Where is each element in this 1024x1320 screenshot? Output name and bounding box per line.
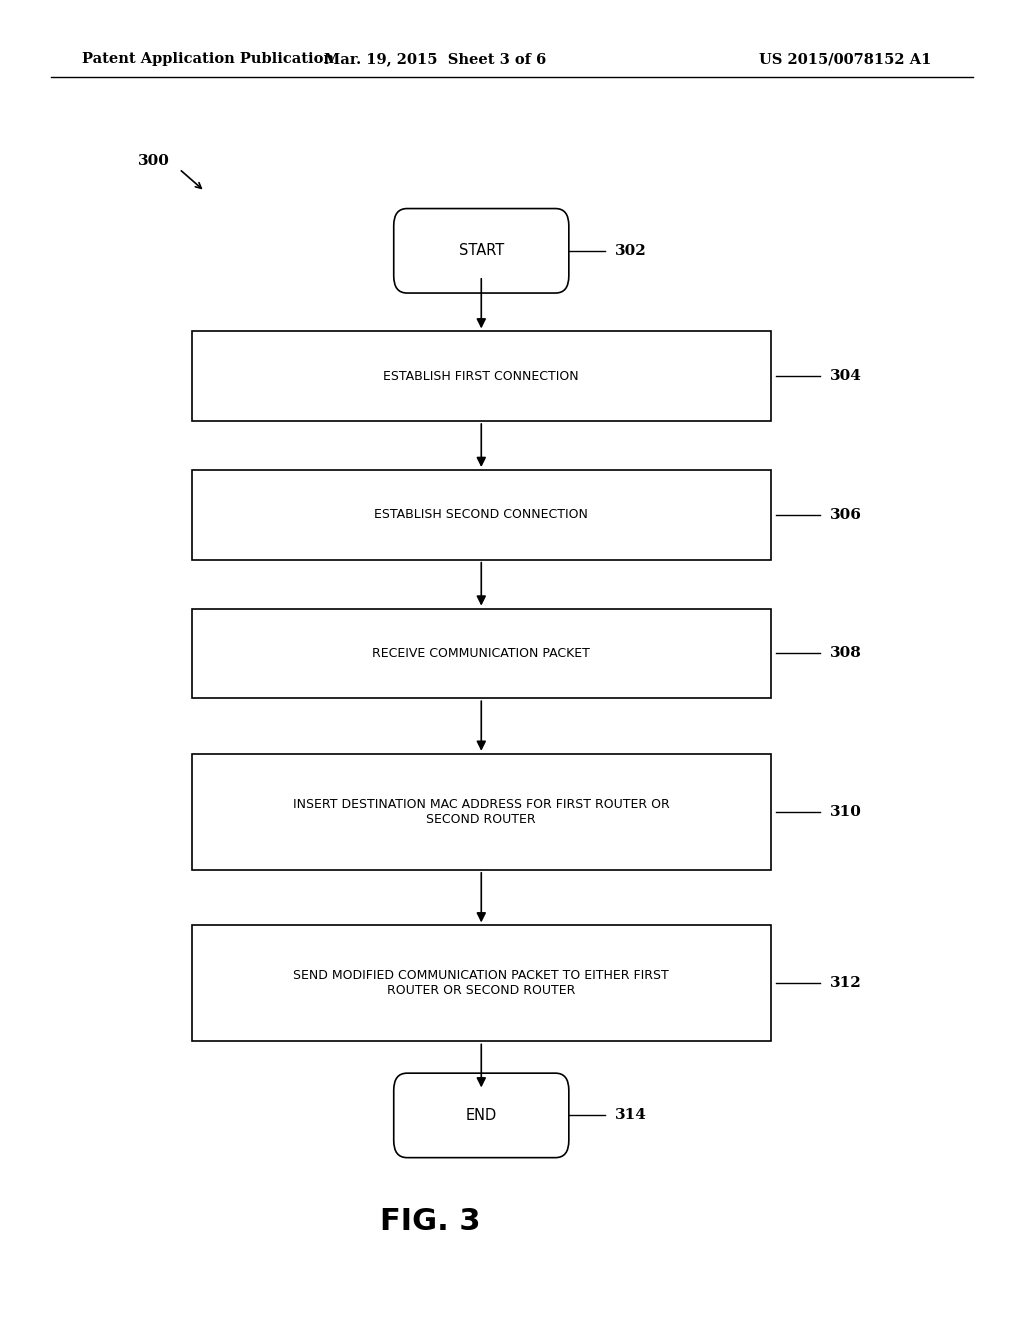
- Text: 314: 314: [614, 1109, 647, 1122]
- Text: ESTABLISH FIRST CONNECTION: ESTABLISH FIRST CONNECTION: [383, 370, 580, 383]
- Text: FIG. 3: FIG. 3: [380, 1206, 480, 1236]
- Bar: [193, 925, 770, 1041]
- Bar: [193, 609, 770, 698]
- Bar: [193, 331, 770, 421]
- Bar: [193, 754, 770, 870]
- FancyBboxPatch shape: [393, 1073, 568, 1158]
- Text: SEND MODIFIED COMMUNICATION PACKET TO EITHER FIRST
ROUTER OR SECOND ROUTER: SEND MODIFIED COMMUNICATION PACKET TO EI…: [294, 969, 669, 998]
- Text: START: START: [459, 243, 504, 259]
- Text: RECEIVE COMMUNICATION PACKET: RECEIVE COMMUNICATION PACKET: [373, 647, 590, 660]
- Text: 300: 300: [138, 154, 170, 168]
- Text: US 2015/0078152 A1: US 2015/0078152 A1: [760, 53, 932, 66]
- Text: 306: 306: [829, 508, 862, 521]
- Text: END: END: [466, 1107, 497, 1123]
- Text: 302: 302: [614, 244, 647, 257]
- Bar: [193, 470, 770, 560]
- Text: 312: 312: [829, 977, 862, 990]
- Text: ESTABLISH SECOND CONNECTION: ESTABLISH SECOND CONNECTION: [375, 508, 588, 521]
- Text: INSERT DESTINATION MAC ADDRESS FOR FIRST ROUTER OR
SECOND ROUTER: INSERT DESTINATION MAC ADDRESS FOR FIRST…: [293, 797, 670, 826]
- FancyBboxPatch shape: [393, 209, 568, 293]
- Text: 310: 310: [829, 805, 862, 818]
- Text: Mar. 19, 2015  Sheet 3 of 6: Mar. 19, 2015 Sheet 3 of 6: [324, 53, 547, 66]
- Text: Patent Application Publication: Patent Application Publication: [82, 53, 334, 66]
- Text: 304: 304: [829, 370, 862, 383]
- Text: 308: 308: [829, 647, 862, 660]
